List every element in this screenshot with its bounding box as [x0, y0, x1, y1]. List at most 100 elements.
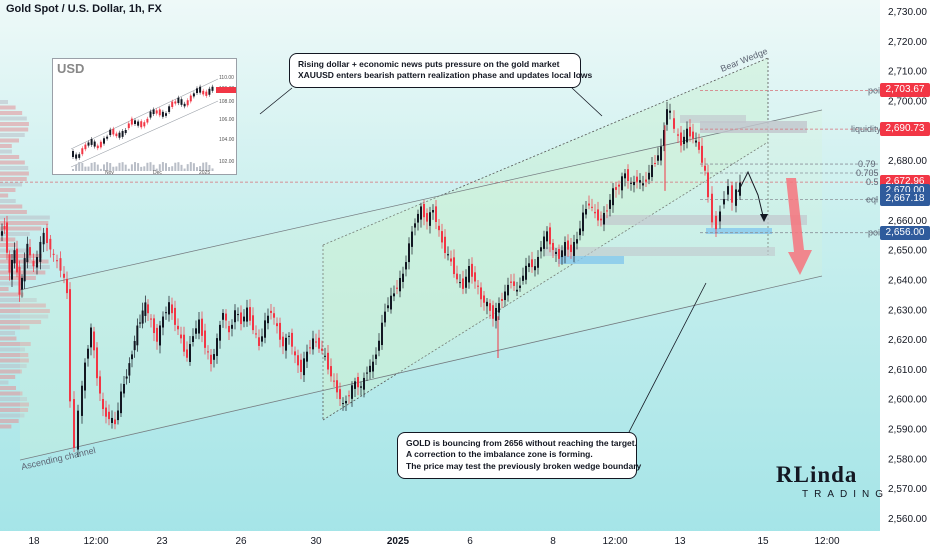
volume-profile-bar — [0, 166, 29, 170]
candle-body — [597, 209, 599, 221]
annotation-bottom-line3: The price may test the previously broken… — [406, 460, 642, 471]
price-tag: 2,667.18 — [880, 192, 930, 207]
volume-profile-bar — [0, 116, 27, 121]
volume-profile-bar — [0, 287, 9, 291]
candle-body — [351, 385, 353, 399]
candle-body — [84, 362, 86, 391]
candle-body — [3, 225, 6, 230]
candle-body — [369, 365, 371, 373]
candle-body — [474, 272, 476, 282]
inset-candle — [106, 136, 109, 139]
candle-body — [144, 302, 147, 316]
candle-body — [249, 307, 251, 321]
inset-y-label: 108.00 — [219, 99, 235, 105]
candle-body — [46, 227, 48, 244]
inset-candle — [165, 113, 167, 116]
inset-volume-bar — [183, 168, 186, 171]
candle-body — [414, 223, 416, 228]
candle-body — [701, 145, 703, 163]
candle-body — [243, 316, 245, 322]
candle-body — [588, 203, 590, 206]
inset-candle — [121, 131, 124, 137]
candle-body — [300, 359, 302, 373]
candle-body — [654, 163, 656, 165]
inset-volume-bar — [109, 163, 112, 171]
inset-candle — [149, 111, 152, 118]
candle-body — [507, 284, 509, 296]
candle-body — [534, 266, 536, 271]
inset-candle — [99, 141, 102, 148]
brand-logo: RLinda TRADING — [776, 462, 883, 500]
inset-volume-bar — [174, 162, 177, 171]
volume-profile-bar — [0, 160, 25, 165]
candle-body — [471, 263, 473, 277]
candle-body — [450, 258, 452, 262]
candle-body — [288, 335, 290, 337]
x-tick-label: 18 — [28, 536, 40, 547]
candle-body — [579, 228, 581, 236]
candle-body — [624, 173, 626, 179]
candle-body — [731, 185, 733, 203]
candle-body — [348, 395, 350, 397]
annotation-bottom-line2: A correction to the imbalance zone is fo… — [406, 449, 593, 460]
candle-body — [345, 400, 347, 404]
candle-body — [570, 244, 572, 253]
candle-body — [411, 231, 413, 247]
volume-profile-bar — [0, 314, 49, 319]
candle-body — [111, 417, 113, 423]
candle-body — [279, 322, 281, 340]
candle-body — [495, 308, 497, 321]
projection-path — [737, 170, 765, 221]
candle-body — [63, 273, 65, 278]
candle-body — [303, 358, 305, 376]
inset-volume-bar — [180, 164, 183, 171]
candle-body — [201, 318, 203, 336]
candle-body — [504, 291, 506, 301]
candle-body — [465, 276, 467, 288]
candle-body — [435, 206, 437, 222]
volume-profile-bar — [0, 232, 30, 236]
candle-body — [689, 126, 691, 137]
candle-body — [405, 262, 407, 270]
candle-body — [321, 348, 323, 351]
volume-profile-bar — [0, 331, 16, 335]
candle-body — [294, 351, 296, 356]
candle-body — [468, 266, 470, 283]
volume-profile-bar — [0, 413, 25, 418]
candle-body — [49, 238, 52, 250]
candle-body — [354, 381, 356, 389]
candle-body — [32, 260, 35, 267]
inset-svg: 110.00109.33108.00106.00104.00102.00NovD… — [70, 75, 236, 176]
inset-candle — [180, 99, 183, 105]
volume-profile-bar — [0, 270, 46, 275]
candle-body — [540, 247, 542, 252]
candle-body — [698, 141, 700, 150]
candle-body — [558, 248, 560, 259]
candle-body — [315, 341, 317, 343]
candle-body — [660, 146, 662, 161]
candle-body — [603, 212, 605, 225]
candle-body — [183, 334, 185, 352]
price-tag: 2,703.67 — [880, 83, 930, 98]
candle-body — [606, 210, 608, 212]
candle-body — [645, 179, 647, 182]
candle-body — [309, 347, 311, 349]
imbalance-blue-zone — [558, 256, 624, 264]
candle-body — [273, 313, 275, 318]
candle-body — [1, 231, 3, 236]
symbol-title: Gold Spot / U.S. Dollar, 1h, FX — [6, 3, 162, 15]
candle-body — [357, 376, 359, 388]
candle-body — [39, 241, 42, 262]
inset-candle — [155, 110, 158, 114]
candle-body — [360, 386, 362, 388]
candle-body — [318, 337, 320, 349]
channel-lower-line — [19, 275, 823, 461]
inset-volume-bar — [211, 168, 214, 171]
fib-0705-level-label: 0.705 — [856, 168, 879, 178]
fib-05-level-label: 0.5 — [866, 177, 879, 187]
candle-body — [42, 232, 45, 245]
candle-body — [621, 176, 623, 191]
candle-body — [420, 206, 422, 220]
volume-profile-bar — [0, 226, 42, 231]
